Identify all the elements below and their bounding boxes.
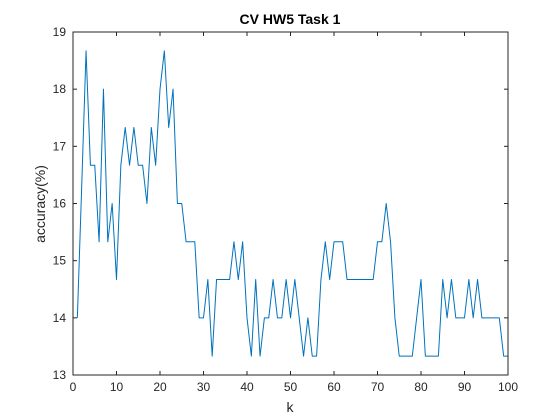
x-tick-label: 30 [197, 380, 211, 394]
y-tick-label: 19 [53, 25, 67, 39]
plot-frame [72, 31, 509, 376]
x-tick-label: 100 [498, 380, 518, 394]
x-axis-label: k [287, 399, 295, 415]
y-tick-label: 17 [53, 139, 67, 153]
plot-area [73, 32, 508, 375]
y-tick-label: 14 [53, 311, 67, 325]
x-tick-label: 70 [371, 380, 385, 394]
x-tick-label: 10 [110, 380, 124, 394]
x-tick-label: 90 [458, 380, 472, 394]
y-axis-label: accuracy(%) [32, 165, 48, 243]
axis-ticks: 0 10 20 30 40 50 60 70 80 90 100 13 14 15 16 17 18 19 [53, 25, 519, 394]
series-line [76, 50, 508, 357]
x-tick-label: 50 [284, 380, 298, 394]
y-tick-label: 13 [53, 368, 67, 382]
y-tick-label: 16 [53, 197, 67, 211]
x-tick-label: 60 [327, 380, 341, 394]
x-tick-label: 80 [414, 380, 428, 394]
x-tick-label: 0 [70, 380, 77, 394]
y-tick-label: 18 [53, 82, 67, 96]
x-tick-label: 20 [153, 380, 167, 394]
chart-title: CV HW5 Task 1 [240, 11, 341, 27]
x-tick-label: 40 [240, 380, 254, 394]
y-tick-label: 15 [53, 254, 67, 268]
